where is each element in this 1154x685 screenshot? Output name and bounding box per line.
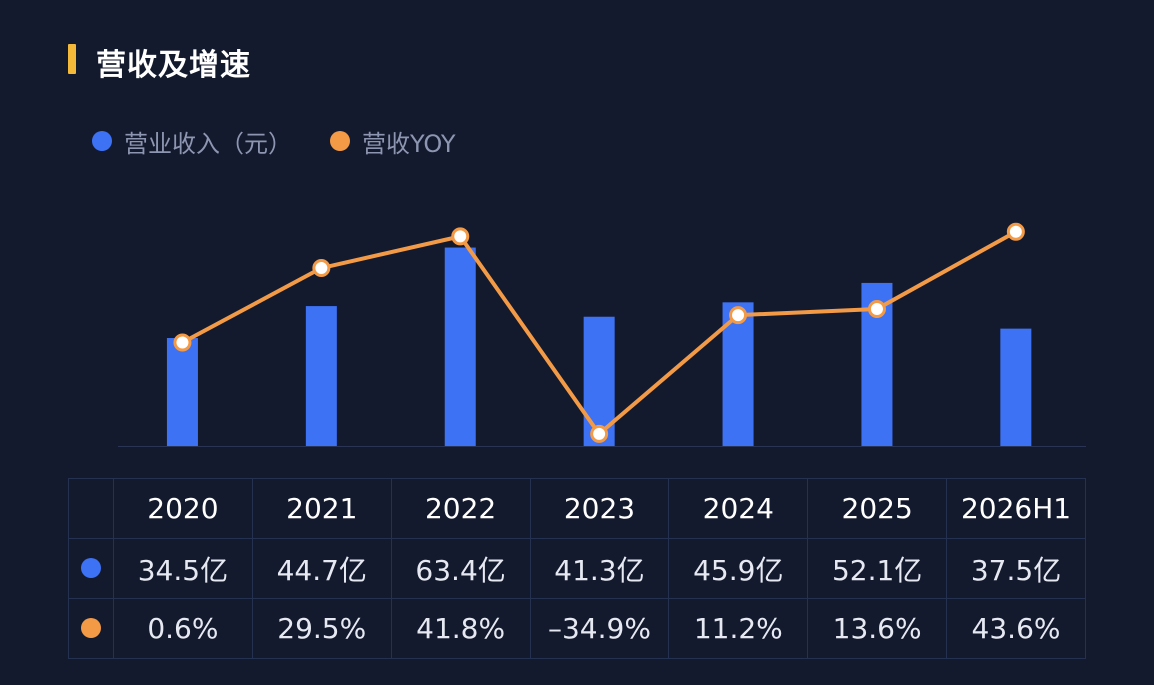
yoy-point [173,333,192,352]
revenue-bar [444,247,476,446]
table-header-row: 2020 2021 2022 2023 2024 2025 2026H1 [68,478,1086,539]
yoy-cell: 13.6% [807,598,948,659]
table-header-cell: 2020 [113,478,253,539]
table-corner-cell [68,478,114,539]
chart-plot [118,222,1086,447]
data-table: 2020 2021 2022 2023 2024 2025 2026H1 34.… [68,478,1086,659]
revenue-cell: 44.7亿 [251,538,392,599]
revenue-bar [1000,328,1032,446]
yoy-cell: 0.6% [113,598,253,659]
yoy-cell: 11.2% [668,598,809,659]
table-header-cell: 2022 [390,478,531,539]
revenue-cell: 37.5亿 [946,538,1086,599]
yoy-point [867,299,886,318]
table-header-cell: 2024 [668,478,809,539]
yoy-point [729,306,748,325]
table-header-cell: 2025 [807,478,948,539]
yoy-row-marker [68,598,114,659]
revenue-bar [166,338,198,446]
yoy-cell: –34.9% [529,598,670,659]
revenue-cell: 41.3亿 [529,538,670,599]
legend-revenue-dot-icon [92,131,112,151]
revenue-bar [305,306,337,446]
legend-revenue-label: 营业收入（元） [124,129,292,158]
yoy-cell: 29.5% [251,598,392,659]
yoy-point [312,259,331,278]
table-header-cell: 2021 [251,478,392,539]
table-row-yoy: 0.6% 29.5% 41.8% –34.9% 11.2% 13.6% 43.6… [68,598,1086,659]
legend-yoy-dot-icon [330,131,350,151]
yoy-cell: 43.6% [946,598,1086,659]
yoy-point [451,227,470,246]
revenue-dot-icon [81,558,101,578]
legend: 营业收入（元） 营收YOY [92,124,494,158]
legend-yoy-label: 营收YOY [362,129,456,158]
revenue-cell: 45.9亿 [668,538,809,599]
legend-item-revenue[interactable]: 营业收入（元） [92,124,292,159]
chart-title: 营收及增速 [96,48,251,83]
revenue-cell: 52.1亿 [807,538,948,599]
legend-item-yoy[interactable]: 营收YOY [330,124,456,159]
yoy-cell: 41.8% [390,598,531,659]
title-accent-bar [68,44,76,74]
yoy-point [1006,222,1025,241]
table-row-revenue: 34.5亿 44.7亿 63.4亿 41.3亿 45.9亿 52.1亿 37.5… [68,538,1086,599]
revenue-cell: 63.4亿 [390,538,531,599]
yoy-dot-icon [81,618,101,638]
yoy-point [590,424,609,443]
table-header-cell: 2026H1 [946,478,1086,539]
table-header-cell: 2023 [529,478,670,539]
revenue-row-marker [68,538,114,599]
revenue-cell: 34.5亿 [113,538,253,599]
